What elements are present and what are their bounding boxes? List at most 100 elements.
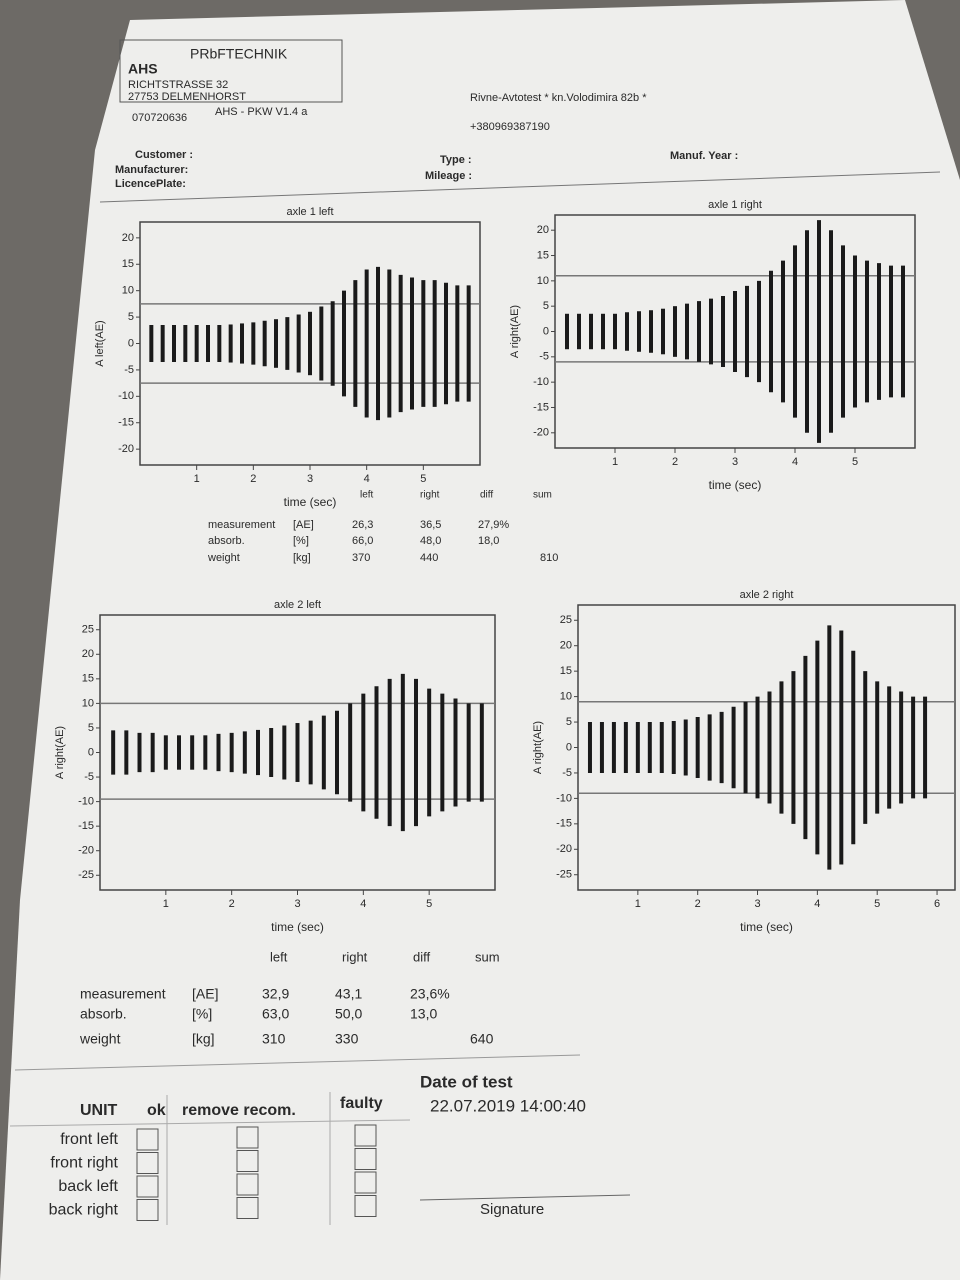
y-tick-label: -10 [556,792,572,804]
chart-title: axle 2 left [274,599,321,611]
signature-line [419,1194,631,1201]
checkbox [236,1150,259,1172]
signature: Signature [480,1201,544,1218]
unit-row: back right [49,1202,119,1219]
table-cell: 48,0 [420,535,441,547]
x-axis-label: time (sec) [284,495,337,509]
x-tick-label: 4 [364,473,370,485]
chart-title: axle 1 right [708,199,762,211]
table-cell: absorb. [80,1006,127,1022]
y-tick-label: 20 [122,232,134,244]
table-cell: measurement [208,519,275,531]
checkbox [136,1128,159,1151]
y-tick-label: 20 [537,224,549,236]
checkbox [236,1173,259,1196]
y-tick-label: 5 [88,722,94,734]
y-tick-label: 25 [560,614,572,626]
x-tick-label: 4 [792,456,798,468]
table-cell: 640 [470,1031,494,1047]
y-axis-label: A right(AE) [54,726,66,779]
y-tick-label: 0 [566,741,572,753]
column-header: diff [413,949,430,964]
type-label: Type : [440,154,472,166]
customer-label: Customer : [135,149,193,161]
y-tick-label: -20 [118,443,134,455]
brand-name: PRbFTECHNIK [190,46,288,62]
table-cell: 36,5 [420,519,441,531]
column-header: sum [533,490,552,501]
table-cell: 23,6% [410,986,450,1002]
y-tick-label: 10 [537,275,549,287]
year-label: Manuf. Year : [670,150,738,162]
x-tick-label: 3 [732,456,738,468]
table-cell: weight [79,1031,121,1047]
checkbox [354,1124,377,1147]
x-axis-label: time (sec) [709,478,762,492]
x-tick-label: 5 [874,898,880,910]
x-tick-label: 3 [754,898,760,910]
table-cell: [%] [293,535,309,547]
x-tick-label: 2 [672,456,678,468]
x-tick-label: 2 [229,898,235,910]
y-tick-label: -10 [78,796,94,808]
x-tick-label: 5 [426,898,432,910]
x-tick-label: 3 [307,473,313,485]
logo-box [119,39,343,103]
table-cell: measurement [80,986,166,1002]
table-cell: 26,3 [352,519,373,531]
unit-row: front right [50,1155,118,1172]
y-tick-label: 0 [543,325,549,337]
station: Rivne-Avtotest * kn.Volodimira 82b * [470,92,647,104]
y-tick-label: 0 [128,337,134,349]
table-cell: 440 [420,552,438,564]
y-tick-label: -5 [84,771,94,783]
y-tick-label: 15 [537,249,549,261]
x-tick-label: 2 [695,898,701,910]
y-tick-label: 15 [560,665,572,677]
table-cell: 50,0 [335,1006,362,1022]
unit-row: back left [58,1178,118,1195]
y-tick-label: -25 [78,869,94,881]
y-tick-label: 5 [128,311,134,323]
y-tick-label: 10 [122,285,134,297]
x-tick-label: 1 [635,898,641,910]
x-tick-label: 4 [814,898,820,910]
y-tick-label: -5 [562,767,572,779]
chart-title: axle 1 left [286,206,333,218]
y-tick-label: 15 [122,258,134,270]
date-label: Date of test [420,1072,513,1091]
date: 22.07.2019 14:00:40 [430,1096,586,1115]
checkbox [354,1148,377,1170]
table-cell: 32,9 [262,986,289,1002]
checkbox [136,1152,159,1174]
column-header: left [270,949,288,964]
y-tick-label: -15 [78,820,94,832]
city: 27753 DELMENHORST [128,91,246,103]
unit-row: front left [60,1131,118,1148]
table-cell: absorb. [208,535,245,547]
street: RICHTSTRASSE 32 [128,79,228,91]
y-tick-label: -10 [533,376,549,388]
table-cell: 370 [352,552,370,564]
table-cell: 13,0 [410,1006,437,1022]
table-cell: 310 [262,1031,286,1047]
y-tick-label: 20 [82,648,94,660]
checkbox [354,1171,377,1194]
x-tick-label: 4 [360,898,366,910]
y-tick-label: -5 [539,351,549,363]
y-tick-label: 5 [566,716,572,728]
table-cell: 330 [335,1031,359,1047]
table-cell: 63,0 [262,1006,289,1022]
table-cell: 27,9% [478,519,509,531]
table-cell: [kg] [192,1031,215,1047]
table-cell: weight [207,552,240,564]
column-header: right [420,490,440,501]
y-tick-label: 10 [560,691,572,703]
y-tick-label: -15 [533,401,549,413]
checkbox [354,1195,377,1217]
unit-rule [9,1119,411,1127]
y-tick-label: 0 [88,746,94,758]
